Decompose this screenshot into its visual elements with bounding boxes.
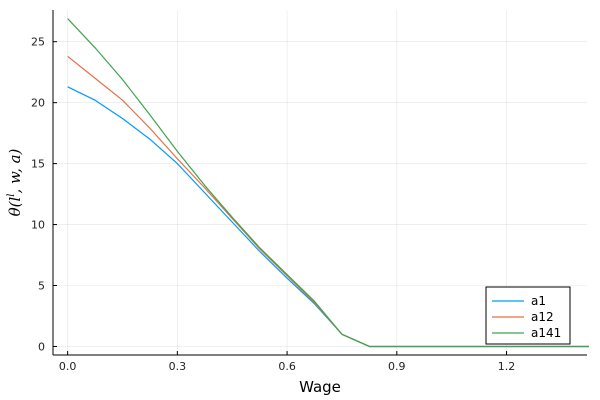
y-tick-label: 0: [38, 340, 45, 353]
y-tick-label: 15: [31, 158, 45, 171]
x-tick-label: 0.3: [169, 360, 187, 373]
x-tick-label: 1.2: [498, 360, 516, 373]
grid: [53, 10, 587, 355]
x-tick-label: 0.9: [388, 360, 406, 373]
x-tick-label: 0.6: [278, 360, 296, 373]
y-tick-label: 25: [31, 36, 45, 49]
legend-label-a141: a141: [531, 326, 561, 340]
y-tick-label: 20: [31, 97, 45, 110]
x-ticks: 0.0 0.3 0.6 0.9 1.2: [59, 351, 515, 373]
y-tick-label: 10: [31, 219, 45, 232]
legend-label-a1: a1: [531, 294, 546, 308]
legend-box: [485, 286, 571, 345]
series: [67, 18, 589, 348]
x-tick-label: 0.0: [59, 360, 77, 373]
x-axis-title: Wage: [299, 378, 341, 396]
axes: [52, 10, 587, 356]
y-axis-title: θ(ll, w, a): [6, 148, 24, 216]
legend-label-a12: a12: [531, 310, 554, 324]
series-line-a141: [67, 18, 589, 348]
y-tick-label: 5: [38, 280, 45, 293]
y-ticks: 0 5 10 15 20 25: [31, 36, 57, 353]
legend: a1 a12 a141: [485, 286, 571, 345]
